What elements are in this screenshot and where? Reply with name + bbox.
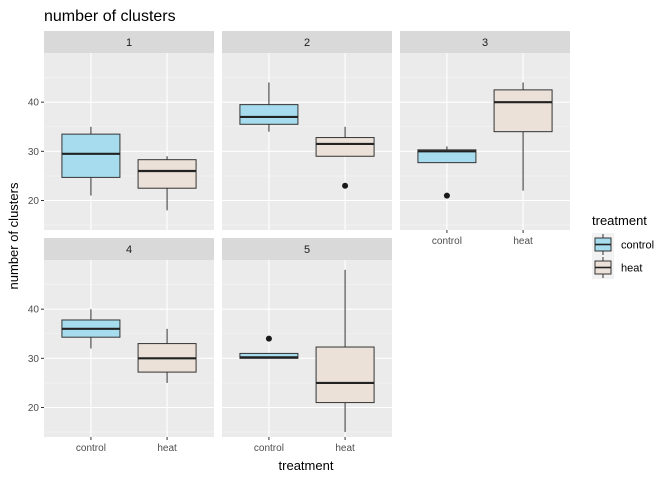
facet-strip-label: 2 xyxy=(304,37,310,49)
facet-panel-2: 2 xyxy=(222,31,392,230)
x-tick-label: heat xyxy=(513,236,533,247)
legend-item-control: control xyxy=(592,233,654,256)
facet-panels: 1 20 30 40 2 3 control heat 4 20 30 40 control heat 5 c… xyxy=(28,31,570,454)
x-tick-label: heat xyxy=(157,443,177,454)
facet-strip xyxy=(44,238,214,260)
facet-panel-4: 4 20 30 40 control heat xyxy=(28,238,214,454)
panel-background xyxy=(400,53,570,230)
outlier-point xyxy=(342,182,349,189)
iqr-box xyxy=(239,104,299,125)
facet-strip-label: 1 xyxy=(126,37,132,49)
x-tick-label: control xyxy=(254,443,284,454)
y-tick-label: 20 xyxy=(28,196,40,207)
y-tick-label: 20 xyxy=(28,403,40,414)
box-heat xyxy=(493,82,553,191)
iqr-box xyxy=(493,89,553,133)
y-tick-label: 40 xyxy=(28,98,40,109)
iqr-box xyxy=(315,137,375,157)
box-control xyxy=(61,126,121,196)
y-tick-label: 30 xyxy=(28,354,40,365)
facet-strip-label: 3 xyxy=(482,37,488,49)
outlier-point xyxy=(265,335,272,342)
x-axis-title: treatment xyxy=(279,458,334,473)
chart-title: number of clusters xyxy=(44,8,176,25)
box-heat xyxy=(315,126,375,189)
facet-strip-label: 5 xyxy=(304,244,310,256)
y-tick-label: 40 xyxy=(28,305,40,316)
facet-panel-1: 1 20 30 40 xyxy=(28,31,214,230)
box-heat xyxy=(137,328,197,383)
facet-strip xyxy=(400,31,570,53)
box-control xyxy=(239,82,299,132)
box-heat xyxy=(137,156,197,211)
facet-strip xyxy=(44,31,214,53)
iqr-box xyxy=(137,159,197,189)
iqr-box xyxy=(315,346,375,404)
box-heat xyxy=(315,269,375,433)
facet-strip xyxy=(222,31,392,53)
outlier-point xyxy=(443,192,450,199)
x-tick-label: control xyxy=(76,443,106,454)
facet-strip xyxy=(222,238,392,260)
box-control xyxy=(239,335,299,359)
x-tick-label: heat xyxy=(335,443,355,454)
y-axis-title: number of clusters xyxy=(6,182,21,289)
facet-strip-label: 4 xyxy=(126,244,132,256)
box-control xyxy=(61,309,121,349)
legend-label: control xyxy=(621,240,654,252)
legend-label: heat xyxy=(621,263,642,275)
iqr-box xyxy=(417,149,477,164)
iqr-box xyxy=(61,133,121,178)
facet-panel-5: 5 control heat xyxy=(222,238,392,454)
facet-panel-3: 3 control heat xyxy=(400,31,570,247)
box-control xyxy=(417,146,477,199)
legend: treatment control heat xyxy=(592,213,654,279)
x-tick-label: control xyxy=(432,236,462,247)
legend-title: treatment xyxy=(592,213,647,228)
y-tick-label: 30 xyxy=(28,147,40,158)
legend-item-heat: heat xyxy=(592,256,642,279)
